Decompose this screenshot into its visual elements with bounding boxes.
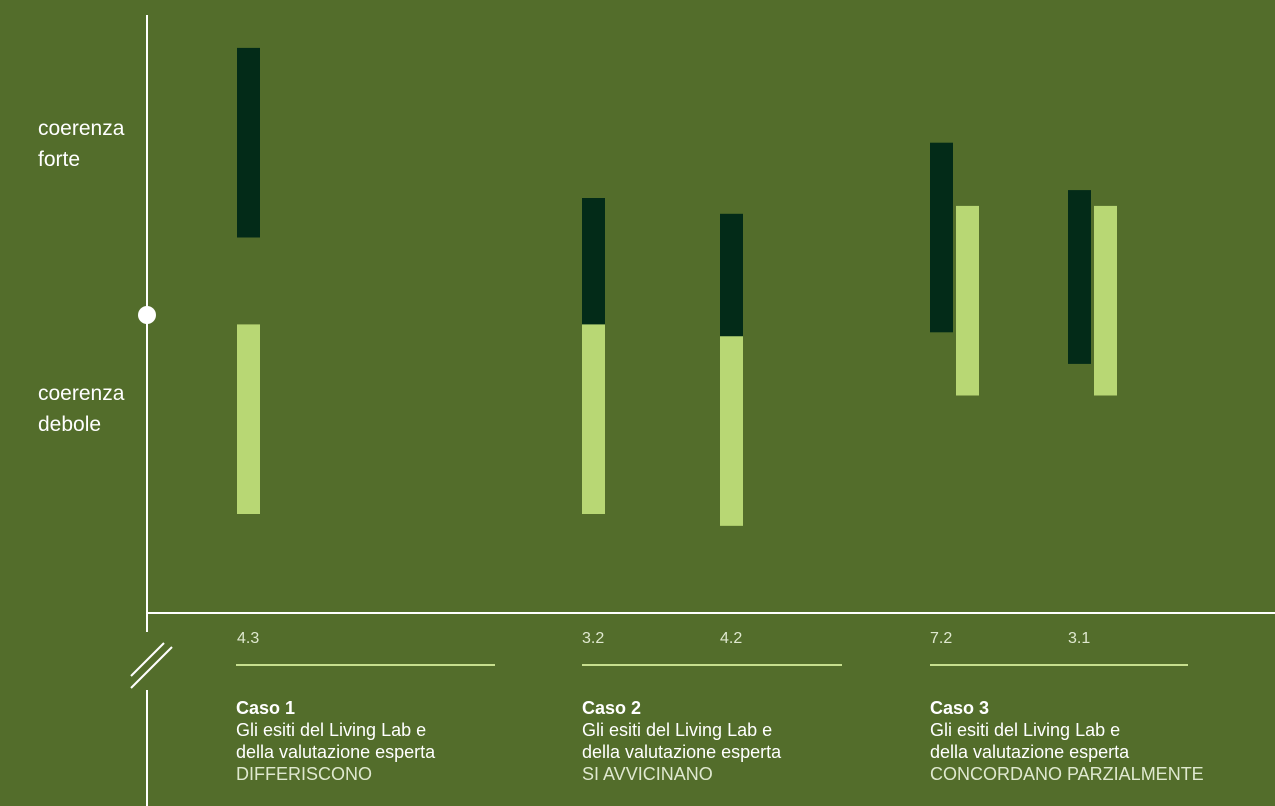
case-description: Gli esiti del Living Lab e della valutaz… [930, 720, 1130, 762]
living-lab-bar [1068, 190, 1091, 364]
case-title: Caso 2 [582, 698, 642, 718]
case-title: Caso 1 [236, 698, 296, 718]
living-lab-bar [930, 142, 953, 333]
axis-break-mark [130, 642, 165, 677]
x-tick-label: 4.3 [237, 630, 260, 647]
expert-bar [720, 336, 743, 526]
x-tick-label: 3.2 [582, 630, 605, 647]
x-tick-label: 3.1 [1068, 630, 1091, 647]
expert-bar [1094, 205, 1117, 396]
y-label-strong: coerenza forte [38, 117, 125, 171]
case-verdict: SI AVVICINANO [582, 764, 713, 784]
axis-break-mark [130, 646, 173, 689]
midpoint-marker [138, 306, 156, 324]
expert-bar [582, 324, 605, 514]
x-tick-label: 4.2 [720, 630, 743, 647]
case-1-caption: Caso 1 Gli esiti del Living Lab e della … [236, 697, 435, 785]
case-2-caption: Caso 2 Gli esiti del Living Lab e della … [582, 697, 781, 785]
case-verdict: CONCORDANO PARZIALMENTE [930, 764, 1204, 784]
case-description: Gli esiti del Living Lab e della valutaz… [582, 720, 782, 762]
bars [237, 47, 1117, 526]
x-tick-label: 7.2 [930, 630, 953, 647]
y-label-weak: coerenza debole [38, 382, 125, 436]
axes [130, 15, 1275, 806]
case-description: Gli esiti del Living Lab e della valutaz… [236, 720, 436, 762]
case-verdict: DIFFERISCONO [236, 764, 373, 784]
living-lab-bar [237, 47, 260, 238]
expert-bar [956, 205, 979, 396]
case-3-caption: Caso 3 Gli esiti del Living Lab e della … [930, 697, 1204, 785]
case-title: Caso 3 [930, 698, 990, 718]
expert-bar [237, 324, 260, 514]
